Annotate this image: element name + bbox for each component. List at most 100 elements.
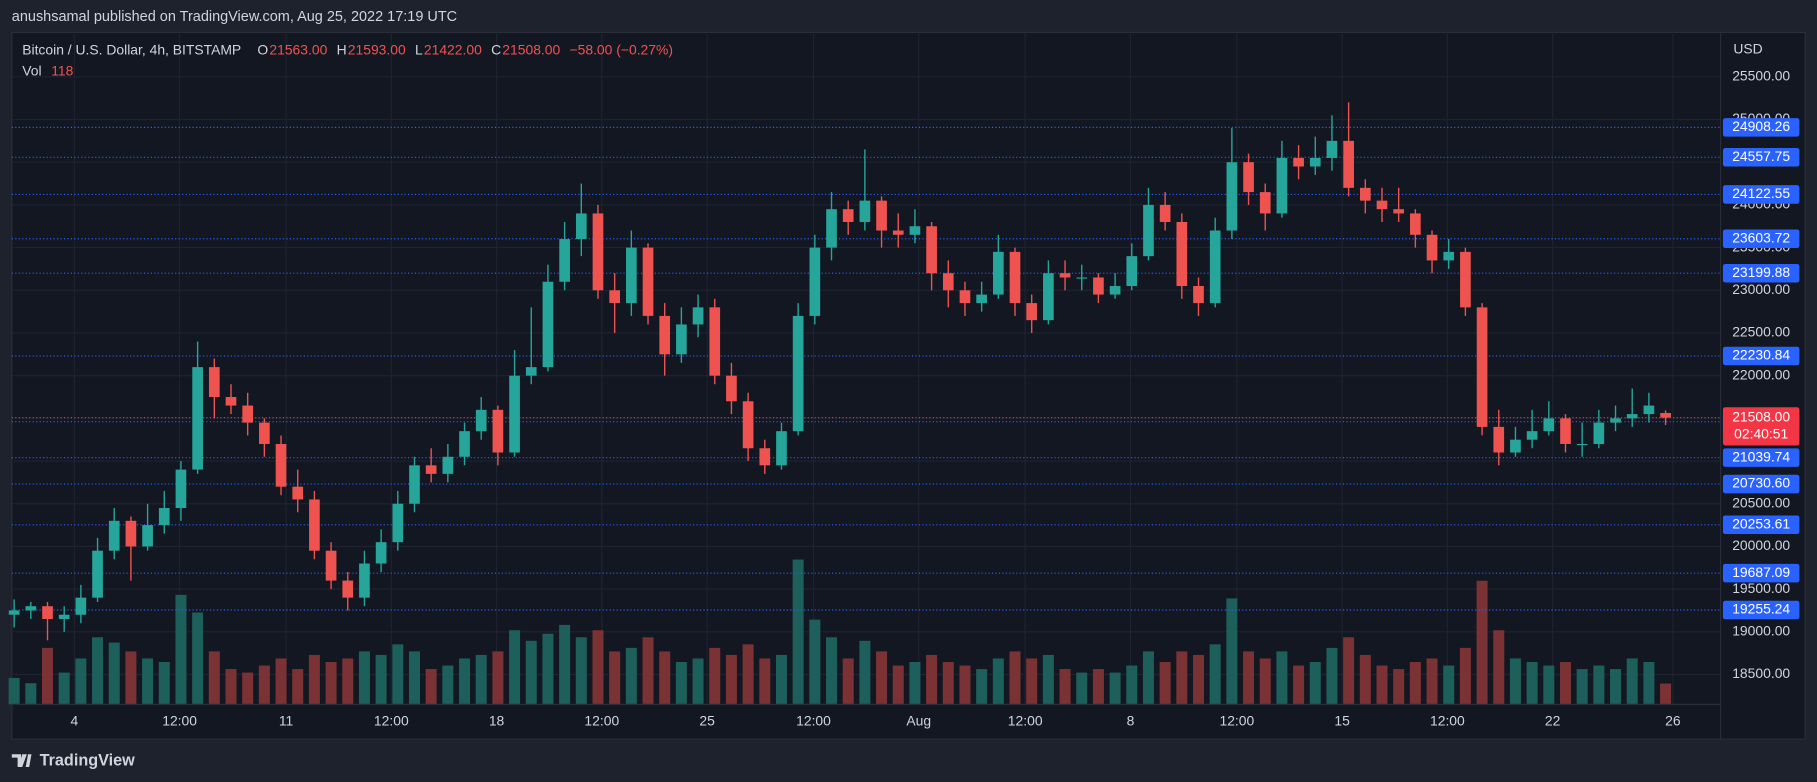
candle-body [542, 281, 554, 368]
candle-body [859, 200, 871, 222]
price-change: −58.00 (−0.27%) [570, 42, 673, 58]
volume-label: Vol [22, 63, 41, 79]
volume-bar [659, 651, 671, 705]
candle-body [1526, 431, 1538, 440]
candle-body [325, 550, 337, 581]
candle-body [208, 367, 220, 398]
x-tick-label: 26 [1665, 712, 1681, 728]
x-tick-label: 12:00 [162, 712, 197, 728]
countdown: 02:40:51 [1734, 426, 1788, 442]
candle-body [459, 431, 470, 457]
candle-body [926, 226, 937, 274]
candle-body [676, 324, 687, 355]
level-label: 20253.61 [1732, 515, 1790, 531]
volume-bar [1426, 658, 1438, 705]
candle-body [1159, 204, 1171, 222]
volume-bar [575, 637, 587, 705]
candle-body [626, 247, 637, 304]
volume-bar [559, 624, 571, 705]
level-label: 19687.09 [1732, 564, 1790, 580]
volume-bar [75, 658, 87, 705]
candle-body [1626, 414, 1638, 419]
candle-body [342, 580, 354, 598]
ohlc-value: 21422.00 [424, 42, 482, 58]
volume-bar [1142, 651, 1154, 705]
candle-body [1176, 221, 1188, 287]
candle-body [742, 401, 754, 449]
candle-body [1543, 418, 1555, 432]
candle-body [1243, 162, 1254, 193]
volume-bar [1660, 683, 1672, 705]
candle-body [1376, 200, 1388, 210]
candle-body [1643, 405, 1655, 415]
volume-bar [809, 619, 821, 705]
volume-bar [1192, 654, 1205, 705]
candle-body [1343, 140, 1354, 188]
candle-body [592, 213, 604, 291]
candle-body [1610, 418, 1621, 423]
candle-body [609, 290, 621, 304]
candle-body [759, 448, 771, 466]
level-label-box [1722, 563, 1800, 583]
volume-bar [1276, 651, 1288, 705]
candle-body [1660, 412, 1671, 418]
candle-body [75, 597, 87, 615]
volume-bar [1343, 637, 1355, 705]
candle-body [1276, 157, 1288, 214]
candle-body [1293, 157, 1304, 167]
y-tick-label: 18500.00 [1732, 665, 1790, 681]
volume-bar [592, 630, 604, 705]
brand-logo [11, 754, 32, 767]
candle-body [892, 230, 904, 235]
volume-bar [1243, 651, 1255, 705]
volume-bar [542, 633, 554, 705]
volume-bar [192, 612, 204, 705]
volume-bar [1576, 669, 1588, 705]
volume-bar [1293, 665, 1305, 705]
x-tick-label: 11 [279, 712, 294, 728]
candle-body [375, 542, 387, 564]
last-price-box [1722, 407, 1800, 446]
volume-bar [258, 665, 270, 705]
volume-bar [1493, 630, 1505, 705]
volume-bar [492, 651, 504, 705]
volume-bar [909, 661, 921, 705]
volume-bar [208, 651, 220, 705]
volume-bar [1176, 651, 1188, 705]
volume-bar [175, 594, 187, 705]
volume-bar [275, 658, 287, 705]
candle-body [1226, 162, 1238, 231]
volume-bar [1159, 661, 1171, 705]
volume-bar [8, 677, 20, 705]
volume-bar [1092, 669, 1104, 705]
volume-bar [759, 658, 771, 705]
level-label-box [1722, 118, 1800, 137]
candle-body [259, 422, 270, 444]
x-tick-label: 12:00 [584, 712, 619, 728]
candle-body [575, 213, 587, 240]
volume-bar [358, 651, 370, 705]
candle-body [1193, 286, 1204, 304]
x-tick-label: Aug [906, 712, 931, 728]
x-tick-label: 8 [1127, 712, 1135, 728]
volume-bar [25, 683, 37, 705]
volume-bar [725, 654, 737, 705]
candle-body [1259, 192, 1271, 214]
candle-body [1209, 230, 1221, 304]
candle-body [359, 563, 370, 598]
volume-bar [408, 651, 420, 705]
ohlc-value: 21593.00 [348, 42, 406, 58]
candle-body [1109, 286, 1121, 295]
volume-bar [242, 672, 254, 705]
volume-bar [692, 658, 704, 705]
volume-bar [1593, 665, 1605, 705]
candle-body [909, 226, 921, 235]
candle-body [809, 247, 821, 316]
volume-bar [1626, 658, 1638, 705]
y-tick-label: 20000.00 [1732, 537, 1790, 553]
candle-body [442, 456, 454, 474]
y-tick-label: 20500.00 [1732, 494, 1790, 510]
candle-body [1093, 277, 1104, 295]
candle-body [1059, 273, 1071, 278]
